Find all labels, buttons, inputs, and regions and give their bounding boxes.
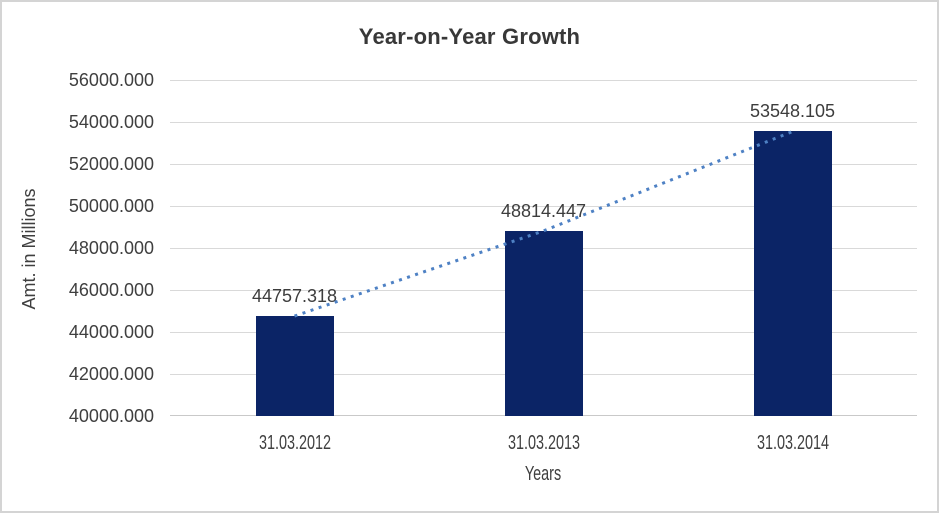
bar bbox=[255, 316, 334, 416]
plot-area: 44757.318 48814.447 53548.105 bbox=[170, 79, 917, 416]
y-tick-label: 52000.000 bbox=[68, 154, 154, 174]
bar-data-label: 44757.318 bbox=[251, 286, 338, 307]
x-tick-label: 31.03.2013 bbox=[507, 432, 580, 454]
bar bbox=[753, 131, 832, 416]
bar-data-label: 53548.105 bbox=[749, 101, 836, 122]
y-tick-label: 44000.000 bbox=[68, 322, 154, 342]
chart-title: Year-on-Year Growth bbox=[358, 24, 581, 49]
bar-data-label: 48814.447 bbox=[500, 200, 587, 221]
y-tick-label: 40000.000 bbox=[68, 406, 154, 426]
y-tick-label: 56000.000 bbox=[68, 70, 154, 90]
gridline bbox=[170, 121, 917, 123]
y-tick-label: 46000.000 bbox=[68, 280, 154, 300]
x-axis-title: Years bbox=[524, 463, 562, 485]
x-tick-label: 31.03.2014 bbox=[756, 432, 829, 454]
gridline bbox=[170, 163, 917, 165]
y-tick-label: 48000.000 bbox=[68, 238, 154, 258]
y-tick-label: 42000.000 bbox=[68, 364, 154, 384]
trend-line bbox=[294, 130, 794, 318]
bar bbox=[504, 230, 583, 416]
y-tick-label: 54000.000 bbox=[68, 112, 154, 132]
x-tick-label: 31.03.2012 bbox=[258, 432, 331, 454]
gridline bbox=[170, 79, 917, 81]
gridline bbox=[170, 205, 917, 207]
y-tick-label: 50000.000 bbox=[68, 196, 154, 216]
